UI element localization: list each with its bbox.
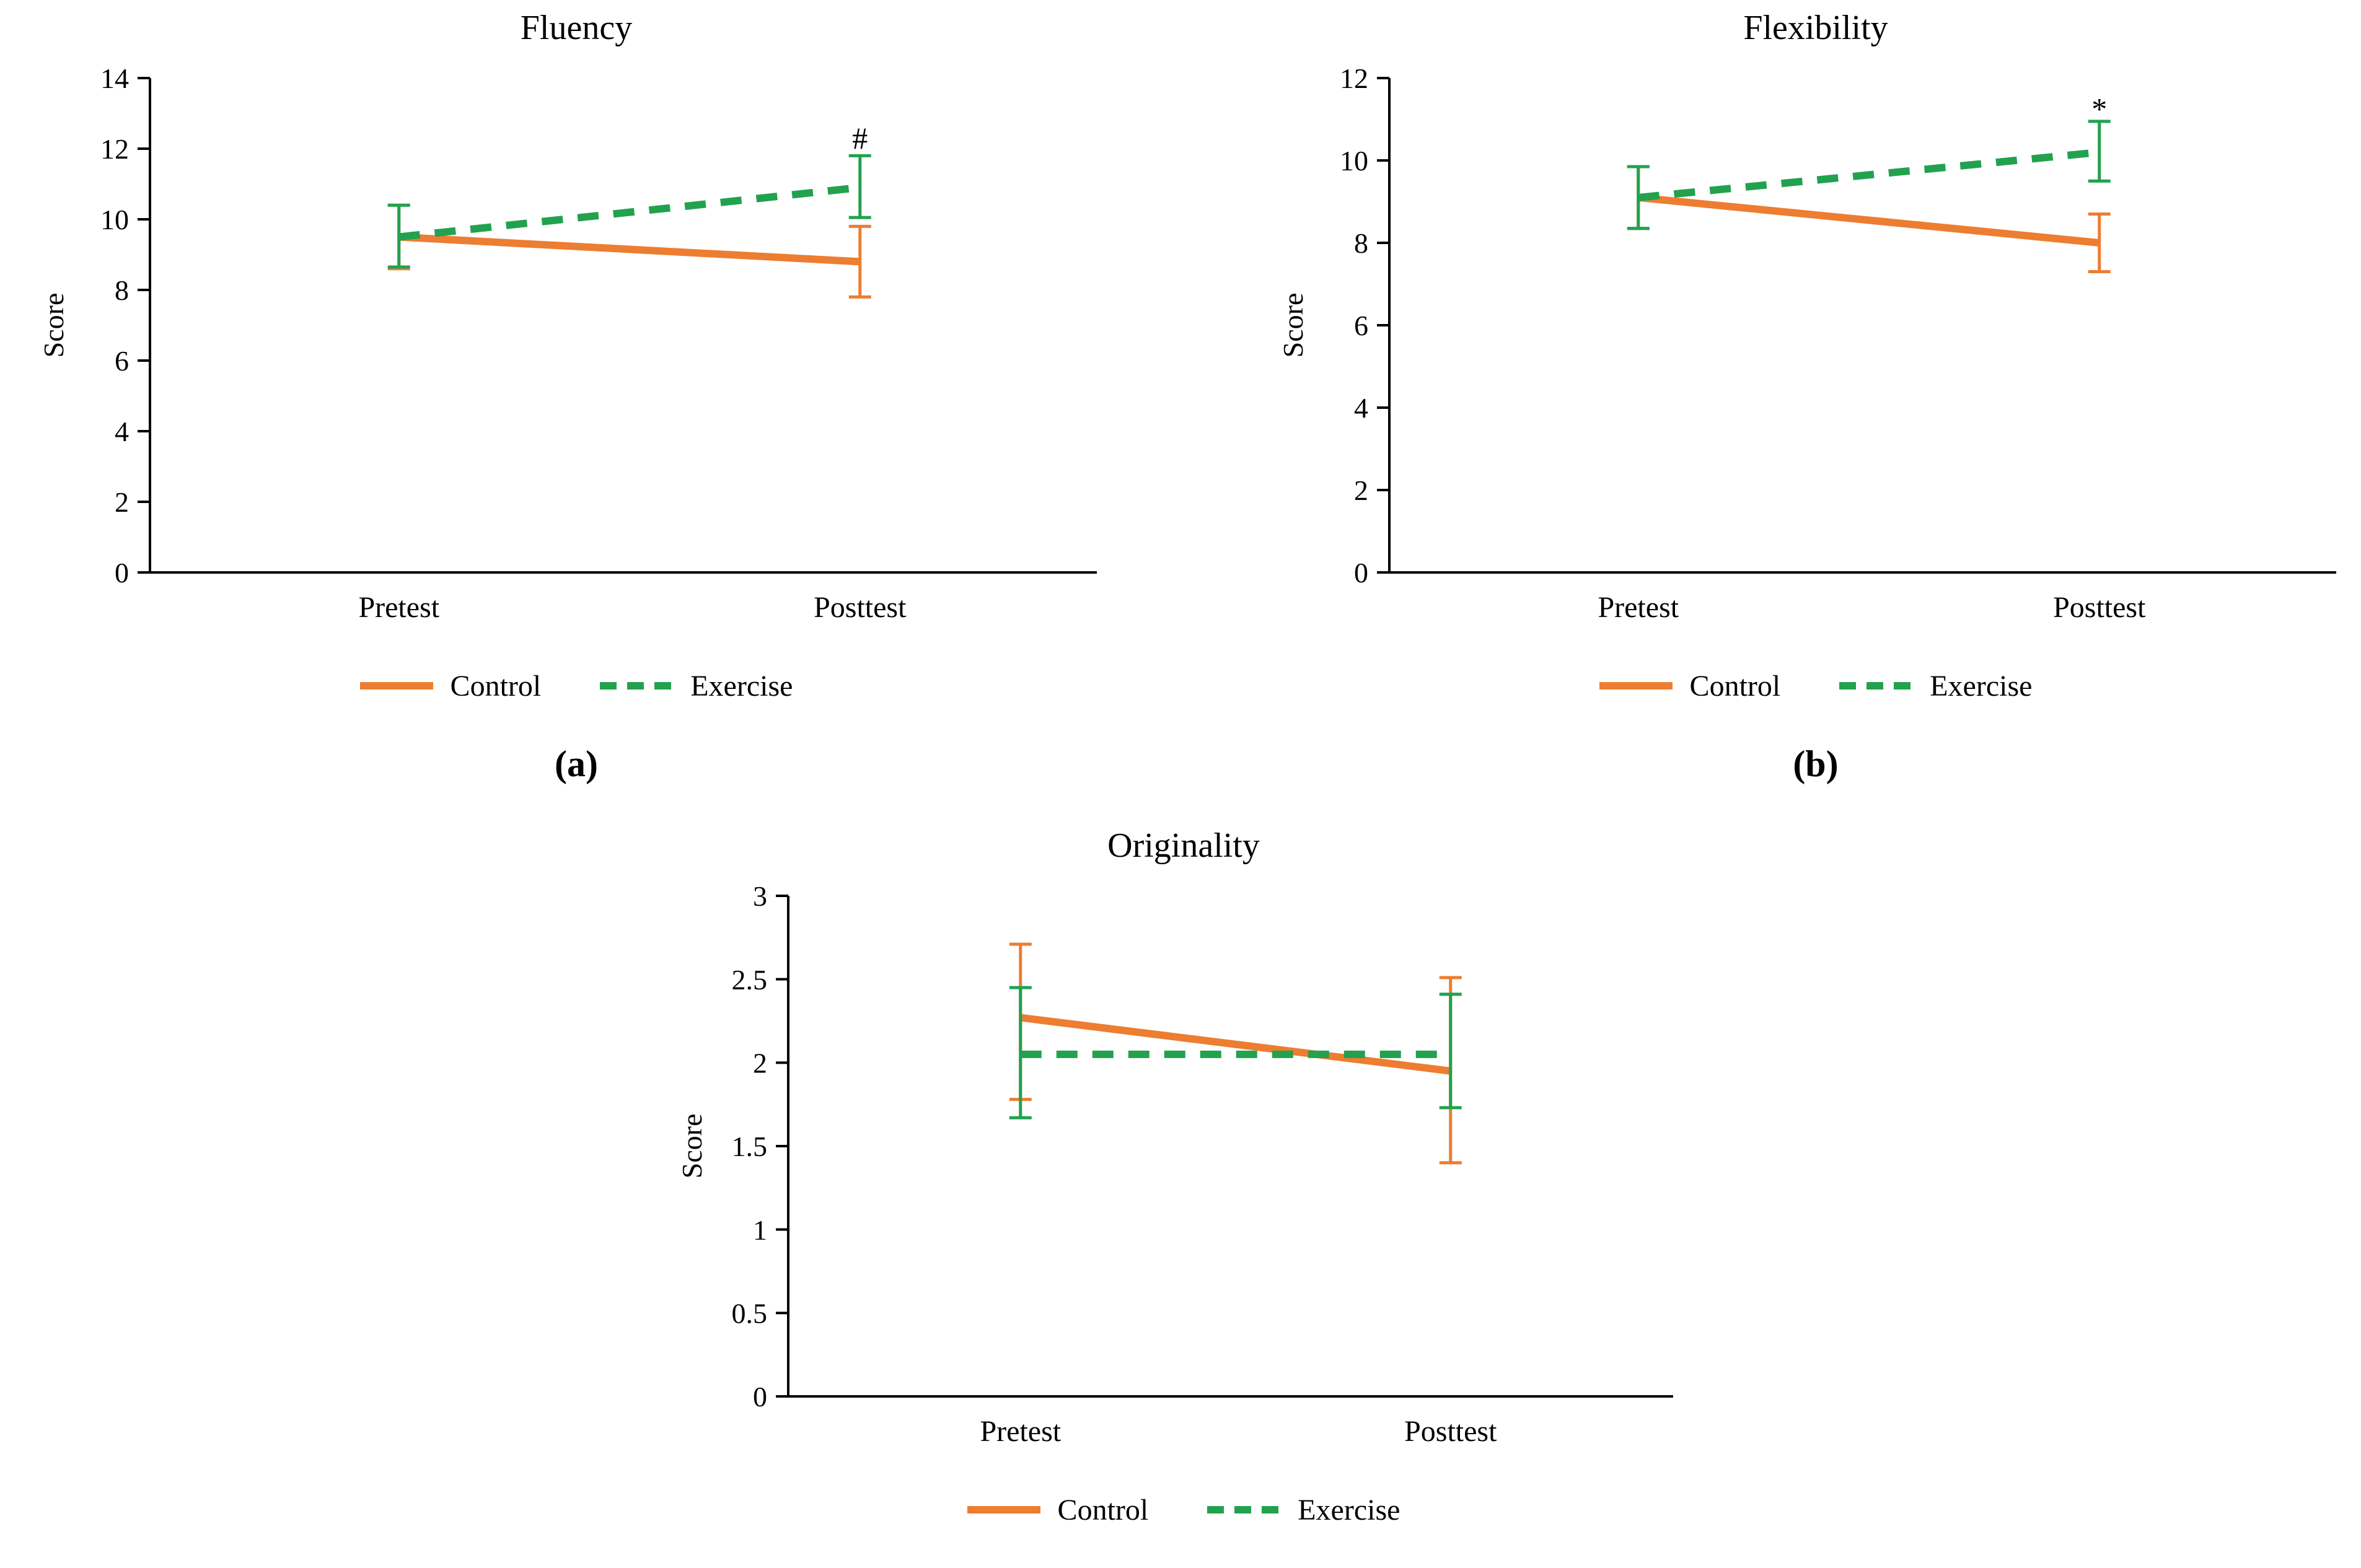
y-tick-label: 8 xyxy=(115,274,129,306)
fluency-line-chart: 0 2 4 6 8 10 12 14 Score Pretest Posttest # xyxy=(38,63,1097,624)
legend-label-exercise: Exercise xyxy=(1298,1493,1400,1526)
x-category-label: Pretest xyxy=(980,1415,1061,1448)
legend-label-control: Control xyxy=(1057,1493,1149,1526)
y-tick-label: 1 xyxy=(753,1214,767,1246)
legend-item-exercise: Exercise xyxy=(600,669,793,703)
y-axis-title: Score xyxy=(38,293,69,358)
panel-label-a: (a) xyxy=(555,743,598,784)
chart-title: Fluency xyxy=(520,9,633,47)
exercise-line-swatch xyxy=(600,682,674,690)
y-tick-label: 0 xyxy=(115,557,129,589)
chart-title: Originality xyxy=(1107,826,1260,865)
x-category-label: Posttest xyxy=(814,591,907,624)
x-category-label: Posttest xyxy=(2053,591,2146,624)
y-tick-label: 0.5 xyxy=(732,1297,768,1329)
flexibility-line-chart: 0 2 4 6 8 10 12 Score Pretest Posttest * xyxy=(1277,63,2336,624)
legend-label-exercise: Exercise xyxy=(690,669,793,703)
y-tick-label: 2 xyxy=(1354,475,1368,506)
y-tick-label: 4 xyxy=(1354,392,1368,424)
legend-item-control: Control xyxy=(967,1493,1149,1527)
y-axis-title: Score xyxy=(676,1114,708,1179)
significance-marker: # xyxy=(852,121,868,155)
y-tick-label: 4 xyxy=(115,416,129,447)
exercise-series xyxy=(1009,986,1462,1119)
y-tick-label: 6 xyxy=(115,345,129,377)
y-tick-label: 6 xyxy=(1354,310,1368,341)
control-line-swatch xyxy=(359,682,433,690)
y-tick-label: 0 xyxy=(1354,557,1368,589)
panel-label-b: (b) xyxy=(1793,743,1839,784)
legend-item-exercise: Exercise xyxy=(1207,1493,1400,1527)
originality-line-chart: 0 0.5 1 1.5 2 2.5 3 Score Pretest Posttest xyxy=(676,880,1673,1448)
legend-label-control: Control xyxy=(1689,669,1781,703)
significance-marker: * xyxy=(2091,92,2107,126)
y-tick-label: 2 xyxy=(753,1047,767,1079)
exercise-series xyxy=(1627,120,2111,230)
legend: Control Exercise xyxy=(967,1491,1400,1528)
legend: Control Exercise xyxy=(359,667,793,704)
control-series-line xyxy=(1638,193,2100,247)
chart-panel-fluency: Fluency 0 2 4 6 8 10 12 14 Score Pretest Posttest #… xyxy=(19,4,1134,786)
chart-panel-flexibility: Flexibility 0 2 4 6 8 10 12 Score Pretest Posttes… xyxy=(1258,4,2361,786)
chart-title: Flexibility xyxy=(1743,9,1888,47)
x-category-label: Posttest xyxy=(1404,1415,1497,1448)
y-tick-label: 14 xyxy=(100,63,129,94)
y-tick-label: 2 xyxy=(115,486,129,518)
legend: Control Exercise xyxy=(1599,667,2032,704)
legend-item-control: Control xyxy=(359,669,542,703)
exercise-series-line xyxy=(1638,148,2100,201)
exercise-line-swatch xyxy=(1207,1506,1281,1513)
y-tick-label: 8 xyxy=(1354,227,1368,259)
control-line-swatch xyxy=(1599,682,1673,690)
legend-label-exercise: Exercise xyxy=(1930,669,2033,703)
legend-item-control: Control xyxy=(1599,669,1781,703)
y-tick-label: 12 xyxy=(1340,63,1368,94)
y-tick-label: 0 xyxy=(753,1381,767,1413)
control-series-line xyxy=(1020,1014,1451,1075)
control-line-swatch xyxy=(967,1506,1040,1513)
x-category-label: Pretest xyxy=(1598,591,1679,624)
y-tick-label: 10 xyxy=(100,204,129,235)
legend-label-control: Control xyxy=(450,669,542,703)
chart-panel-originality: Originality 0 0.5 1 1.5 2 2.5 3 Score Pretest Pos… xyxy=(657,821,1710,1568)
control-series-line xyxy=(398,233,861,266)
y-axis-title: Score xyxy=(1277,293,1309,358)
legend-item-exercise: Exercise xyxy=(1839,669,2032,703)
exercise-line-swatch xyxy=(1839,682,1913,690)
control-series xyxy=(387,203,871,299)
control-series xyxy=(1627,165,2111,274)
y-tick-label: 3 xyxy=(753,880,767,912)
exercise-series xyxy=(387,154,871,269)
y-tick-label: 2.5 xyxy=(732,964,768,996)
x-category-label: Pretest xyxy=(358,591,439,624)
y-tick-label: 10 xyxy=(1340,145,1368,177)
exercise-series-line xyxy=(398,183,861,241)
y-tick-label: 1.5 xyxy=(732,1131,768,1162)
y-tick-label: 12 xyxy=(100,133,129,165)
